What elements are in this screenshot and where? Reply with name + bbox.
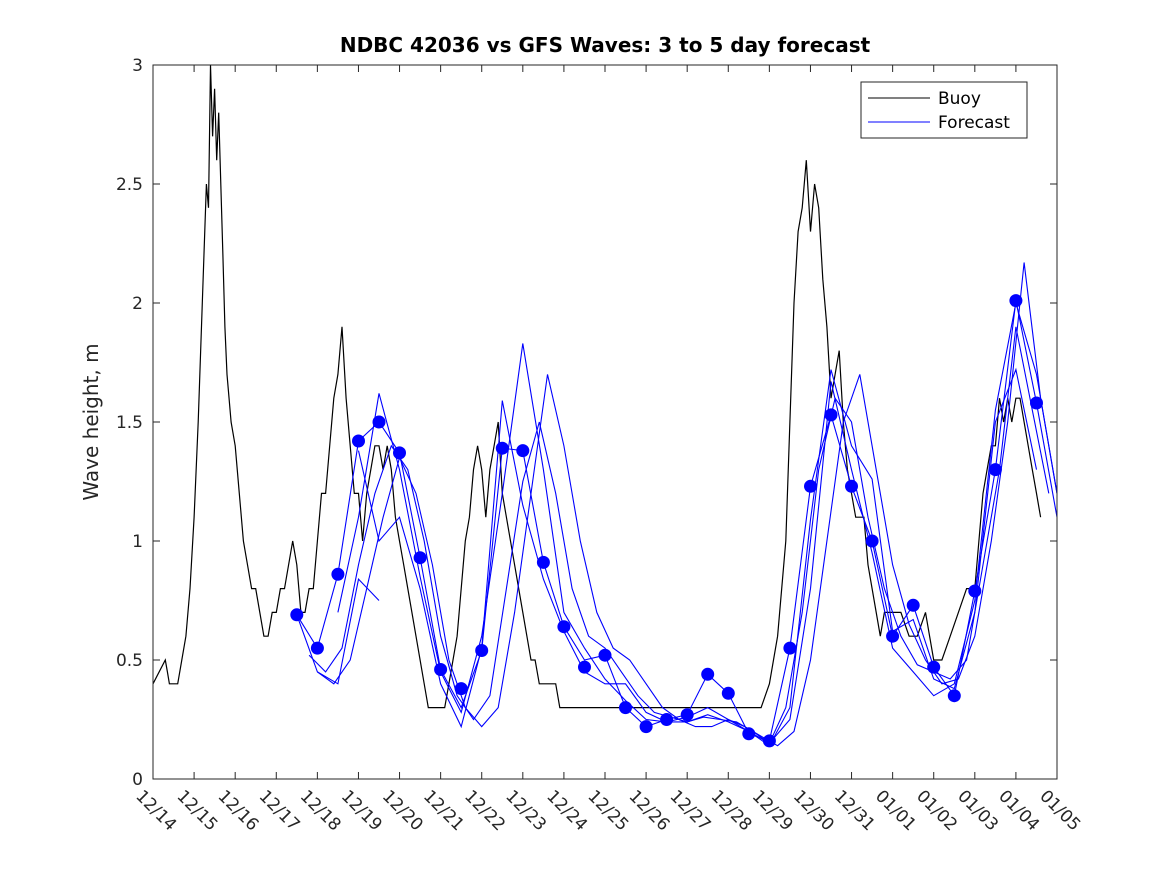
- forecast-point: [516, 444, 530, 458]
- legend: Buoy Forecast: [860, 81, 1028, 139]
- forecast-point: [742, 727, 756, 741]
- forecast-point: [927, 660, 941, 674]
- forecast-series-line: [296, 577, 380, 685]
- forecast-point: [393, 446, 406, 460]
- forecast-point: [680, 708, 694, 722]
- forecast-point: [310, 641, 324, 655]
- forecast-series-line: [337, 302, 1058, 745]
- y-tick-label: 1.5: [116, 413, 143, 433]
- forecast-point: [906, 598, 920, 612]
- forecast-point: [845, 479, 858, 493]
- forecast-point: [495, 441, 509, 455]
- forecast-point: [598, 648, 612, 662]
- forecast-point: [886, 629, 900, 643]
- buoy-series-line: [152, 64, 1042, 709]
- forecast-point: [578, 660, 591, 674]
- y-tick-label: 0: [132, 770, 143, 790]
- y-tick-label: 2.5: [116, 175, 143, 195]
- y-tick-label: 1: [132, 532, 143, 552]
- forecast-series-line: [296, 300, 1058, 742]
- legend-buoy-label: Buoy: [938, 89, 981, 109]
- chart-title: NDBC 42036 vs GFS Waves: 3 to 5 day fore…: [340, 33, 871, 57]
- forecast-dots-layer: [290, 294, 1043, 748]
- forecast-point: [824, 408, 838, 422]
- forecast-point: [557, 620, 571, 634]
- forecast-point: [660, 713, 674, 726]
- forecast-point: [290, 608, 304, 622]
- forecast-point: [619, 701, 632, 715]
- forecast-point: [947, 689, 961, 703]
- forecast-point: [804, 479, 817, 493]
- forecast-point: [762, 734, 776, 748]
- forecast-point: [413, 551, 427, 565]
- forecast-series-line: [357, 367, 1038, 747]
- forecast-point: [454, 682, 468, 696]
- forecast-point: [434, 663, 448, 676]
- forecast-point: [865, 534, 879, 548]
- y-tick-label: 0.5: [116, 651, 143, 671]
- y-axis-label: Wave height, m: [79, 343, 103, 500]
- plot-area: [153, 65, 1057, 779]
- buoy-layer: [152, 64, 1042, 709]
- legend-forecast-label: Forecast: [938, 113, 1010, 133]
- forecast-point: [968, 584, 982, 598]
- forecast-point: [475, 644, 489, 657]
- forecast-layer: [296, 262, 1058, 747]
- legend-box: [860, 81, 1028, 139]
- forecast-point: [721, 686, 735, 700]
- y-tick-label: 2: [132, 294, 143, 314]
- forecast-point: [783, 641, 797, 655]
- forecast-point: [1030, 396, 1043, 410]
- y-tick-label: 3: [132, 56, 143, 76]
- forecast-point: [352, 434, 365, 448]
- forecast-point: [536, 555, 550, 569]
- forecast-point: [372, 415, 386, 429]
- forecast-point: [1009, 294, 1023, 308]
- forecast-point: [701, 667, 715, 681]
- forecast-point: [988, 463, 1002, 477]
- forecast-point: [331, 567, 345, 581]
- forecast-point: [639, 720, 653, 734]
